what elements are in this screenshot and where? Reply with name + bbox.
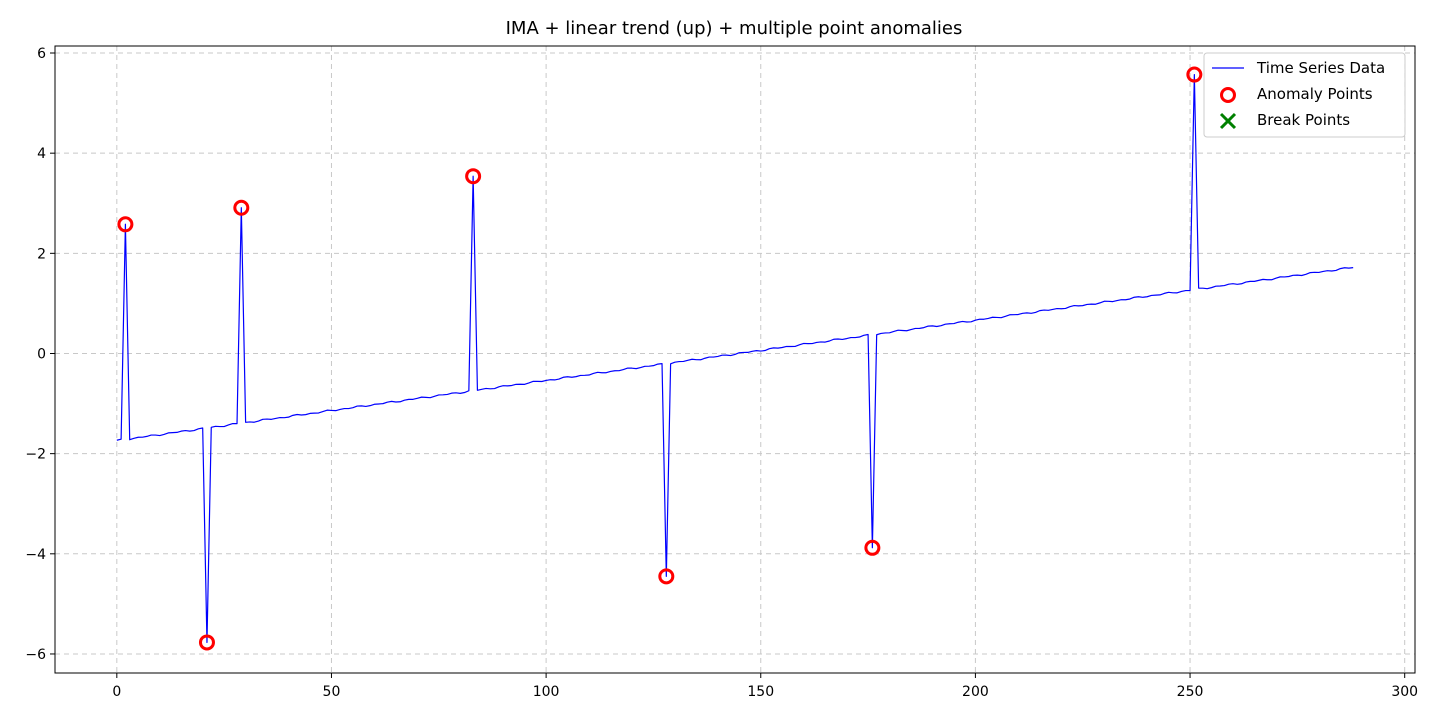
- anomaly-point: [198, 634, 215, 651]
- x-tick-label: 200: [962, 684, 989, 700]
- x-tick-label: 250: [1177, 684, 1204, 700]
- anomaly-point: [864, 539, 881, 556]
- anomaly-point: [658, 568, 675, 585]
- y-tick-label: 0: [37, 346, 46, 362]
- series-layer: [116, 73, 1354, 644]
- legend-label: Time Series Data: [1256, 59, 1385, 77]
- anomaly-point: [465, 168, 482, 185]
- x-tick-label: 0: [112, 684, 121, 700]
- x-tick-label: 50: [323, 684, 341, 700]
- y-tick-label: 6: [37, 46, 46, 62]
- y-tick-label: −6: [25, 647, 46, 663]
- grid-layer: [55, 46, 1415, 673]
- tick-layer: 0 50 100 150 200 250 300 −6 −4 −2 0 2 4 6: [25, 46, 1418, 700]
- x-tick-label: 100: [533, 684, 560, 700]
- x-tick-label: 150: [747, 684, 774, 700]
- x-tick-label: 300: [1391, 684, 1418, 700]
- y-tick-label: −2: [25, 447, 46, 463]
- anomaly-point: [233, 199, 250, 216]
- legend-label: Anomaly Points: [1257, 85, 1373, 103]
- y-tick-label: −4: [25, 547, 46, 563]
- plot-frame: [54, 45, 1416, 674]
- anomaly-point: [1186, 66, 1203, 83]
- legend-x-swatch: [1219, 112, 1237, 130]
- legend-circle-swatch: [1220, 87, 1236, 103]
- legend-box: [1203, 52, 1406, 138]
- legend: Time Series Data Anomaly Points Break Poin…: [1203, 52, 1406, 138]
- series-line-time-series-data: [116, 73, 1354, 644]
- chart-title: IMA + linear trend (up) + multiple point…: [506, 18, 963, 39]
- anomaly-layer: [117, 66, 1203, 651]
- anomaly-point: [117, 216, 134, 233]
- y-tick-label: 2: [37, 246, 46, 262]
- y-tick-label: 4: [37, 146, 46, 162]
- legend-label: Break Points: [1257, 111, 1350, 129]
